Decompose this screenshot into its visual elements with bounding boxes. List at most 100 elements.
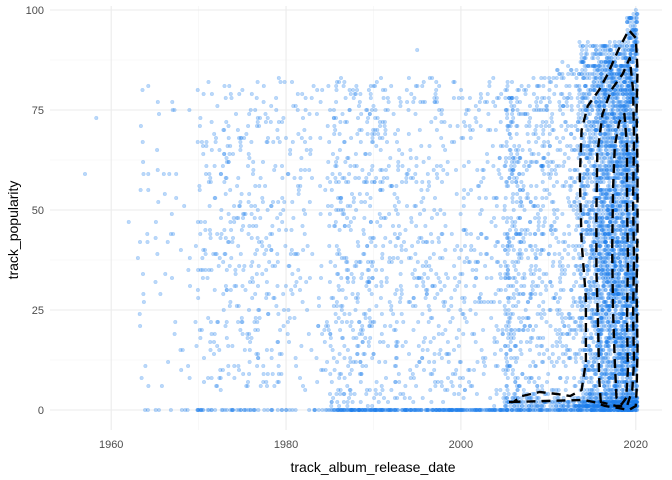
- scatter-point: [363, 336, 368, 341]
- scatter-point: [387, 211, 392, 216]
- scatter-point: [308, 147, 313, 152]
- scatter-point: [508, 284, 513, 289]
- scatter-point: [504, 159, 509, 164]
- scatter-point: [573, 356, 578, 361]
- scatter-point: [468, 135, 473, 140]
- scatter-point: [366, 280, 371, 285]
- scatter-point: [518, 111, 523, 116]
- scatter-point: [571, 207, 576, 212]
- scatter-point: [285, 171, 290, 176]
- scatter-point: [201, 408, 206, 413]
- scatter-point: [331, 396, 336, 401]
- scatter-point: [583, 67, 588, 72]
- scatter-point: [548, 175, 553, 180]
- scatter-point: [536, 223, 541, 228]
- scatter-point: [242, 264, 247, 269]
- scatter-point: [340, 211, 345, 216]
- scatter-point: [288, 147, 293, 152]
- scatter-point: [430, 316, 435, 321]
- scatter-point: [505, 296, 510, 301]
- scatter-point: [360, 272, 365, 277]
- scatter-point: [499, 91, 504, 96]
- scatter-point: [355, 239, 360, 244]
- scatter-point: [283, 284, 288, 289]
- scatter-point: [301, 247, 306, 252]
- scatter-point: [543, 123, 548, 128]
- scatter-point: [426, 304, 431, 309]
- scatter-point: [510, 95, 515, 100]
- scatter-point: [269, 356, 274, 361]
- scatter-point: [550, 264, 555, 269]
- scatter-point: [511, 191, 516, 196]
- scatter-point: [316, 296, 321, 301]
- scatter-point: [396, 127, 401, 132]
- scatter-point: [395, 256, 400, 261]
- scatter-point: [535, 247, 540, 252]
- scatter-point: [399, 292, 404, 297]
- scatter-point: [508, 348, 513, 353]
- scatter-point: [493, 103, 498, 108]
- scatter-point: [323, 408, 328, 413]
- scatter-point: [206, 316, 211, 321]
- scatter-point: [433, 115, 438, 120]
- scatter-point: [481, 175, 486, 180]
- scatter-point: [563, 364, 568, 369]
- scatter-point: [201, 247, 206, 252]
- scatter-point: [550, 127, 555, 132]
- scatter-point: [521, 328, 526, 333]
- scatter-point: [380, 167, 385, 172]
- scatter-point: [406, 131, 411, 136]
- scatter-point: [522, 239, 527, 244]
- scatter-point: [575, 191, 580, 196]
- scatter-point: [423, 336, 428, 341]
- scatter-point: [577, 91, 582, 96]
- scatter-point: [366, 260, 371, 265]
- scatter-point: [510, 111, 515, 116]
- scatter-point: [533, 292, 538, 297]
- scatter-point: [417, 127, 422, 132]
- scatter-point: [547, 191, 552, 196]
- scatter-point: [583, 404, 588, 409]
- scatter-point: [510, 199, 515, 204]
- scatter-point: [406, 107, 411, 112]
- scatter-point: [396, 372, 401, 377]
- scatter-point: [414, 155, 419, 160]
- scatter-point: [320, 332, 325, 337]
- scatter-point: [473, 300, 478, 305]
- scatter-point: [566, 223, 571, 228]
- scatter-point: [336, 388, 341, 393]
- scatter-point: [380, 268, 385, 273]
- scatter-point: [331, 296, 336, 301]
- scatter-point: [374, 380, 379, 385]
- scatter-point: [564, 179, 569, 184]
- scatter-point: [512, 103, 517, 108]
- scatter-point: [568, 67, 573, 72]
- scatter-point: [489, 276, 494, 281]
- scatter-point: [566, 243, 571, 248]
- scatter-point: [314, 111, 319, 116]
- scatter-point: [561, 75, 566, 80]
- scatter-point: [328, 392, 333, 397]
- scatter-point: [501, 368, 506, 373]
- scatter-point: [215, 231, 220, 236]
- scatter-point: [256, 284, 261, 289]
- scatter-point: [407, 352, 412, 357]
- scatter-point: [612, 40, 617, 45]
- scatter-point: [260, 195, 265, 200]
- scatter-point: [530, 392, 535, 397]
- scatter-point: [170, 99, 175, 104]
- scatter-point: [266, 135, 271, 140]
- scatter-point: [587, 344, 592, 349]
- scatter-point: [326, 324, 331, 329]
- scatter-point: [395, 235, 400, 240]
- scatter-point: [156, 111, 161, 116]
- scatter-point: [236, 175, 241, 180]
- scatter-point: [276, 372, 281, 377]
- scatter-point: [406, 75, 411, 80]
- scatter-point: [553, 400, 558, 405]
- scatter-point: [588, 151, 593, 156]
- scatter-point: [552, 251, 557, 256]
- scatter-point: [357, 320, 362, 325]
- scatter-point: [359, 127, 364, 132]
- scatter-point: [236, 364, 241, 369]
